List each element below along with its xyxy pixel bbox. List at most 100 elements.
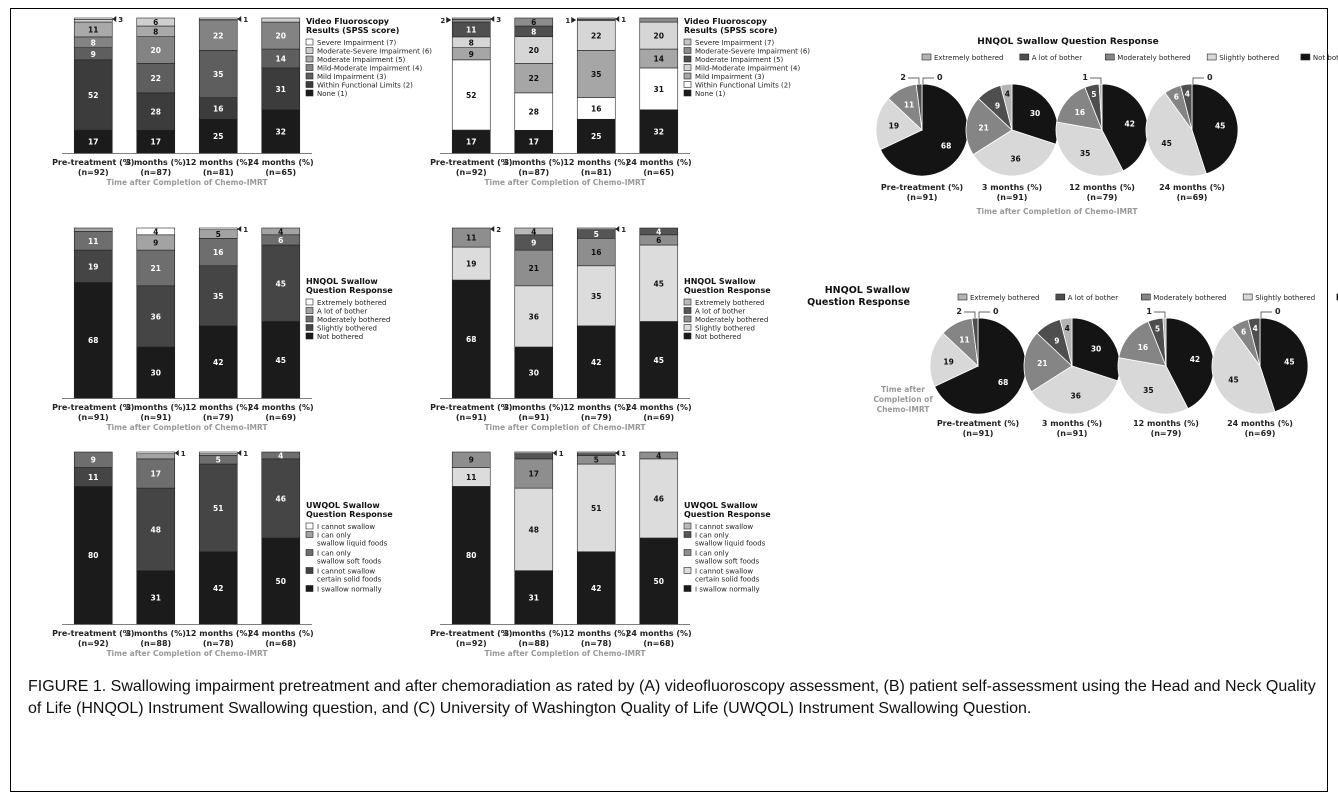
bar-segment xyxy=(639,451,679,460)
callout-line xyxy=(922,77,934,84)
x-axis-title: Time after Completion of Chemo-IMRT xyxy=(484,649,646,658)
pie-slice xyxy=(1030,365,1119,415)
x-tick-label: 24 months (%) xyxy=(248,629,314,638)
legend-swatch xyxy=(305,522,314,530)
legend-label: None (1) xyxy=(317,90,348,98)
legend-title: Results (SPSS score) xyxy=(306,26,399,35)
bar-value-label: 17 xyxy=(151,138,161,147)
pie-slice xyxy=(965,97,1013,156)
bar-value-label: 4 xyxy=(531,227,536,236)
slice-value-label: 11 xyxy=(959,335,969,344)
slice-value-label: 21 xyxy=(1037,359,1047,368)
bar-value-label: 42 xyxy=(591,358,601,367)
legend-label: Mild Impairment (3) xyxy=(317,73,387,81)
legend-title: Question Response xyxy=(306,286,393,295)
annotation-arrow xyxy=(112,16,117,22)
x-axis-title: Time after Completion of Chemo-IMRT xyxy=(106,423,268,432)
legend-label: Extremely bothered xyxy=(317,299,386,307)
slice-value-label: 45 xyxy=(1161,139,1171,148)
legend: Extremely bothered A lot of bother Moderat… xyxy=(957,293,1338,302)
bar-segment xyxy=(261,321,301,399)
bar-segment xyxy=(639,109,679,154)
bar-segment xyxy=(639,17,679,23)
bar-segment xyxy=(198,238,238,267)
bar-segment xyxy=(136,453,176,460)
legend-title: Question Response xyxy=(306,510,393,519)
slice-value-label: 4 xyxy=(1005,89,1010,98)
legend-swatch xyxy=(683,315,692,323)
bar-value-label: 6 xyxy=(656,236,661,245)
pie-slice xyxy=(1098,83,1103,131)
bar-segment xyxy=(198,551,238,625)
x-tick-label: 3 months (%) xyxy=(504,403,564,412)
annotation-label: 1 xyxy=(621,450,626,458)
bar-segment xyxy=(261,67,301,111)
pie-slice xyxy=(1059,317,1073,367)
bar-value-label: 22 xyxy=(213,32,223,41)
bar-value-label: 20 xyxy=(654,32,664,41)
n-label: (n=88) xyxy=(140,639,171,648)
legend-label: I can only xyxy=(695,550,729,558)
bar-segment xyxy=(576,20,616,51)
slice-value-label: 11 xyxy=(904,101,914,110)
legend-swatch xyxy=(305,47,314,54)
pie-slice xyxy=(1023,332,1073,393)
legend-label: A lot of bother xyxy=(317,308,367,316)
legend-swatch xyxy=(1055,293,1066,301)
legend-label: Slightly bothered xyxy=(1219,54,1279,62)
n-label: (n=88) xyxy=(518,639,549,648)
legend-swatch xyxy=(305,64,314,71)
pie-slice xyxy=(1165,317,1215,410)
pie-category-label: 12 months (%) xyxy=(1069,183,1135,192)
bar-value-label: 20 xyxy=(151,46,161,55)
bar-value-label: 19 xyxy=(466,260,476,269)
legend-swatch xyxy=(683,38,692,46)
x-tick-label: 12 months (%) xyxy=(185,158,251,167)
bar-value-label: 11 xyxy=(88,237,98,246)
x-tick-label: Pre-treatment (%) xyxy=(430,629,512,638)
bar-value-label: 46 xyxy=(654,494,664,503)
bar-value-label: 28 xyxy=(151,108,161,117)
bar-value-label: 6 xyxy=(531,18,536,27)
n-label: (n=78) xyxy=(203,639,234,648)
legend-swatch xyxy=(305,531,314,538)
bar-segment xyxy=(451,17,491,20)
x-axis-title: Time after Completion of Chemo-IMRT xyxy=(484,178,646,187)
legend-title: Video Fluoroscopy xyxy=(306,17,390,26)
slice-value-label: 19 xyxy=(889,122,899,131)
pie-category-label: 24 months (%) xyxy=(1159,183,1225,192)
n-label: (n=68) xyxy=(265,639,296,648)
callout-line xyxy=(978,311,990,318)
x-axis-title: Completion of xyxy=(873,395,933,404)
n-label: (n=65) xyxy=(265,168,296,177)
bar-segment xyxy=(514,451,554,455)
bar-value-label: 80 xyxy=(88,551,98,560)
pie-slice xyxy=(1162,317,1167,367)
bar-value-label: 52 xyxy=(88,91,98,100)
bar-value-label: 9 xyxy=(91,50,96,59)
legend-swatch xyxy=(305,324,314,331)
n-label: (n=87) xyxy=(518,168,549,177)
legend-label: I can only xyxy=(317,550,351,558)
legend-swatch xyxy=(683,81,692,88)
annotation-arrow xyxy=(174,450,179,456)
x-tick-label: 24 months (%) xyxy=(248,158,314,167)
bar-segment xyxy=(198,325,238,399)
legend-swatch xyxy=(683,522,692,530)
bar-segment xyxy=(576,463,616,553)
bar-value-label: 6 xyxy=(153,18,158,27)
bar-segment xyxy=(136,63,176,94)
legend-label: A lot of bother xyxy=(1068,294,1118,302)
pie-slice xyxy=(1055,121,1124,177)
bar-value-label: 11 xyxy=(466,25,476,34)
bar-value-label: 30 xyxy=(151,369,161,378)
bar-segment xyxy=(261,537,301,625)
legend-swatch xyxy=(683,531,692,538)
bar-segment xyxy=(451,19,491,23)
bar-segment xyxy=(73,17,113,20)
bar-value-label: 35 xyxy=(591,70,601,79)
pie-slice xyxy=(1101,83,1149,172)
x-tick-label: 3 months (%) xyxy=(504,158,564,167)
